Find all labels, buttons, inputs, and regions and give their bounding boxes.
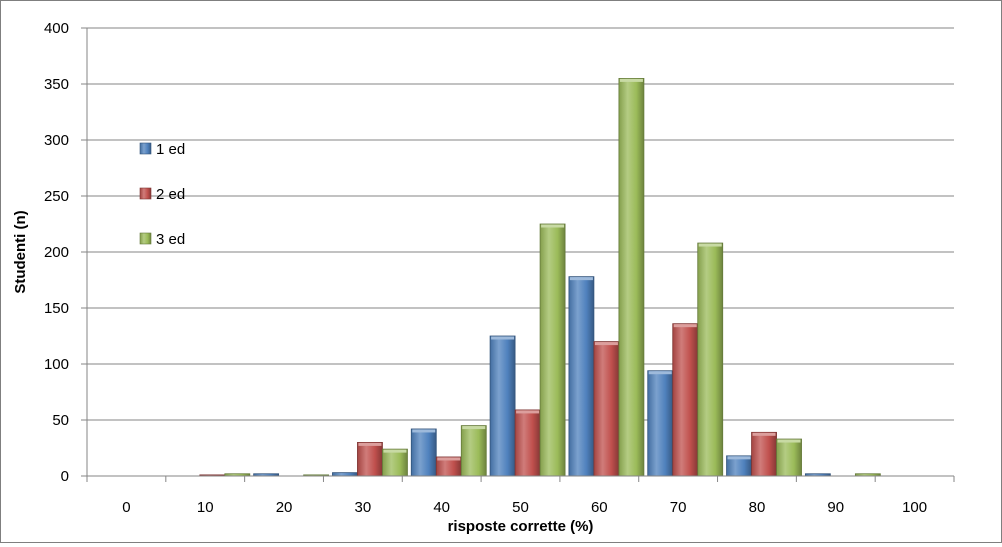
bar xyxy=(410,428,437,477)
legend-item: 3 ed xyxy=(139,231,185,248)
bar xyxy=(672,323,699,477)
x-tick-label: 60 xyxy=(591,499,608,516)
bar xyxy=(593,341,620,477)
bars xyxy=(199,78,881,477)
y-axis-title: Studenti (n) xyxy=(12,210,29,293)
x-tick-label: 80 xyxy=(749,499,766,516)
x-tick-label: 70 xyxy=(670,499,687,516)
legend-label: 2 ed xyxy=(156,186,185,203)
bar xyxy=(647,370,674,477)
bar xyxy=(460,425,487,477)
x-tick-label: 10 xyxy=(197,499,214,516)
axes: 0 50 100 150 200 250 300 350 400 0 10 20 30 40 50 60 70 8… xyxy=(44,20,955,516)
legend-swatch xyxy=(139,187,152,200)
legend: 1 ed 2 ed 3 ed xyxy=(139,141,185,248)
bar xyxy=(382,448,408,477)
x-tick-label: 50 xyxy=(512,499,529,516)
legend-item: 1 ed xyxy=(139,141,185,158)
legend-item: 2 ed xyxy=(139,186,185,203)
y-tick-label: 100 xyxy=(44,356,69,373)
y-tick-label: 150 xyxy=(44,300,69,317)
bar xyxy=(776,438,802,477)
bar xyxy=(726,455,752,477)
legend-swatch xyxy=(139,232,152,245)
y-tick-label: 400 xyxy=(44,20,69,37)
legend-label: 3 ed xyxy=(156,231,185,248)
bar xyxy=(332,472,358,477)
x-tick-label: 30 xyxy=(355,499,372,516)
x-tick-label: 20 xyxy=(276,499,293,516)
bar xyxy=(489,335,516,477)
x-axis-title: risposte corrette (%) xyxy=(448,518,594,535)
legend-swatch xyxy=(139,142,152,155)
x-tick-label: 0 xyxy=(122,499,130,516)
bar xyxy=(697,242,724,477)
bar xyxy=(539,223,566,477)
y-tick-label: 250 xyxy=(44,188,69,205)
legend-label: 1 ed xyxy=(156,141,185,158)
bar xyxy=(751,431,777,477)
x-tick-label: 90 xyxy=(827,499,844,516)
x-tick-label: 40 xyxy=(433,499,450,516)
y-tick-label: 350 xyxy=(44,76,69,93)
bar xyxy=(618,78,645,477)
bar xyxy=(568,276,595,477)
y-tick-label: 300 xyxy=(44,132,69,149)
x-tick-label: 100 xyxy=(902,499,927,516)
y-tick-label: 50 xyxy=(52,412,69,429)
y-tick-label: 200 xyxy=(44,244,69,261)
bar xyxy=(435,456,462,477)
gridlines xyxy=(87,27,954,421)
bar xyxy=(514,409,541,477)
y-tick-label: 0 xyxy=(61,468,69,485)
bar xyxy=(357,441,383,477)
